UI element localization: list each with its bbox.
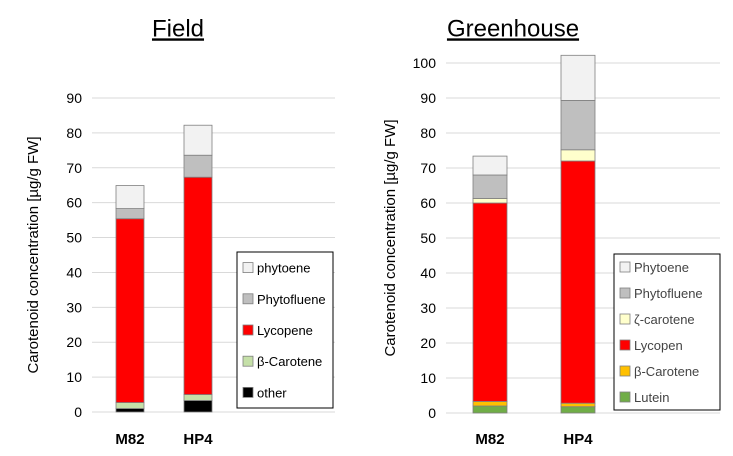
greenhouse-legend-swatch <box>619 391 631 403</box>
greenhouse-bar-segment-m82 <box>472 401 508 407</box>
greenhouse-legend-label: Phytofluene <box>634 286 703 301</box>
greenhouse-y-tick-label: 0 <box>428 405 436 421</box>
field-legend-swatch <box>242 386 254 398</box>
field-x-tick-label: M82 <box>115 431 144 448</box>
field-y-tick-label: 20 <box>66 334 82 350</box>
greenhouse-bar-segment-m82 <box>472 174 508 199</box>
field-bar-segment-hp4 <box>183 400 213 413</box>
greenhouse-y-axis-label: Carotenoid concentration [µg/g FW] <box>382 119 399 356</box>
field-legend-swatch <box>242 262 254 274</box>
greenhouse-bar-segment-hp4 <box>560 100 596 151</box>
field-chart-title: Field <box>152 15 204 42</box>
field-legend-label: Lycopene <box>257 323 313 338</box>
greenhouse-bar-segment-hp4 <box>560 160 596 404</box>
field-bar-segment-m82 <box>115 218 145 403</box>
greenhouse-y-tick-label: 90 <box>420 90 436 106</box>
greenhouse-y-tick-label: 20 <box>420 335 436 351</box>
field-legend-box <box>236 251 334 409</box>
greenhouse-bar-segment-m82 <box>472 198 508 204</box>
field-y-axis-label: Carotenoid concentration [µg/g FW] <box>25 136 42 373</box>
field-y-tick-label: 80 <box>66 125 82 141</box>
greenhouse-y-tick-label: 70 <box>420 160 436 176</box>
field-legend-swatch <box>242 293 254 305</box>
field-y-tick-label: 50 <box>66 230 82 246</box>
field-bar-segment-m82 <box>115 408 145 413</box>
greenhouse-legend-label: Lutein <box>634 390 669 405</box>
greenhouse-bar-segment-hp4 <box>560 54 596 101</box>
field-y-tick-label: 70 <box>66 160 82 176</box>
greenhouse-y-tick-label: 40 <box>420 265 436 281</box>
greenhouse-legend-swatch <box>619 365 631 377</box>
field-bar-segment-m82 <box>115 185 145 209</box>
greenhouse-legend-label: ζ-carotene <box>634 312 695 327</box>
field-y-tick-label: 40 <box>66 264 82 280</box>
greenhouse-y-tick-label: 10 <box>420 370 436 386</box>
field-bar-segment-hp4 <box>183 124 213 156</box>
greenhouse-legend-box <box>613 253 721 411</box>
greenhouse-y-tick-label: 30 <box>420 300 436 316</box>
field-bar-segment-hp4 <box>183 176 213 395</box>
greenhouse-x-tick-label: HP4 <box>563 431 593 448</box>
greenhouse-y-tick-label: 80 <box>420 125 436 141</box>
field-bar-segment-hp4 <box>183 154 213 178</box>
greenhouse-legend-label: β-Carotene <box>634 364 699 379</box>
field-bar-segment-m82 <box>115 208 145 220</box>
greenhouse-bar-segment-m82 <box>472 405 508 414</box>
greenhouse-legend-label: Phytoene <box>634 260 689 275</box>
greenhouse-bar-segment-hp4 <box>560 402 596 408</box>
greenhouse-legend-swatch <box>619 287 631 299</box>
field-bar-segment-hp4 <box>183 394 213 401</box>
field-y-tick-label: 30 <box>66 299 82 315</box>
field-legend-label: β-Carotene <box>257 354 322 369</box>
greenhouse-chart-title: Greenhouse <box>447 15 579 42</box>
greenhouse-y-tick-label: 100 <box>413 55 437 71</box>
greenhouse-bar-segment-m82 <box>472 202 508 402</box>
field-legend-swatch <box>242 355 254 367</box>
greenhouse-bar-segment-hp4 <box>560 406 596 414</box>
field-legend-label: other <box>257 385 287 400</box>
field-y-tick-label: 10 <box>66 369 82 385</box>
field-legend-label: Phytofluene <box>257 292 326 307</box>
greenhouse-y-tick-label: 60 <box>420 195 436 211</box>
greenhouse-legend-swatch <box>619 261 631 273</box>
greenhouse-y-tick-label: 50 <box>420 230 436 246</box>
field-y-tick-label: 60 <box>66 195 82 211</box>
greenhouse-x-tick-label: M82 <box>475 431 504 448</box>
field-y-tick-label: 90 <box>66 90 82 106</box>
greenhouse-legend-label: Lycopen <box>634 338 683 353</box>
field-legend-label: phytoene <box>257 261 311 276</box>
greenhouse-legend-swatch <box>619 313 631 325</box>
greenhouse-bar-segment-hp4 <box>560 149 596 162</box>
field-legend-swatch <box>242 324 254 336</box>
field-bar-segment-m82 <box>115 402 145 409</box>
field-y-tick-label: 0 <box>74 404 82 420</box>
greenhouse-legend-swatch <box>619 339 631 351</box>
field-x-tick-label: HP4 <box>183 431 213 448</box>
greenhouse-bar-segment-m82 <box>472 155 508 176</box>
